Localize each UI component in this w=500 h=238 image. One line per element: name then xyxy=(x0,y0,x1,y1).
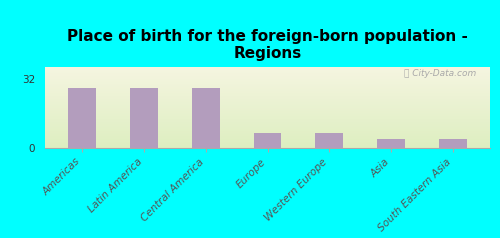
Bar xyxy=(45,102,490,103)
Bar xyxy=(45,106,490,107)
Bar xyxy=(45,109,490,110)
Bar xyxy=(45,113,490,114)
Bar xyxy=(45,91,490,92)
Bar xyxy=(45,95,490,96)
Bar xyxy=(45,107,490,108)
Bar xyxy=(45,81,490,82)
Title: Place of birth for the foreign-born population -
Regions: Place of birth for the foreign-born popu… xyxy=(67,29,468,61)
Bar xyxy=(45,76,490,77)
Bar xyxy=(45,108,490,109)
Bar xyxy=(45,129,490,130)
Bar xyxy=(45,98,490,99)
Bar xyxy=(45,110,490,111)
Bar xyxy=(45,99,490,100)
Bar xyxy=(45,146,490,147)
Bar xyxy=(45,147,490,148)
Bar xyxy=(45,142,490,143)
Bar xyxy=(45,96,490,97)
Bar xyxy=(45,70,490,71)
Bar xyxy=(45,123,490,124)
Bar xyxy=(45,67,490,68)
Bar xyxy=(45,78,490,79)
Bar xyxy=(45,89,490,90)
Bar xyxy=(45,132,490,133)
Bar xyxy=(130,88,158,148)
Bar xyxy=(45,86,490,87)
Bar xyxy=(45,121,490,122)
Bar xyxy=(45,126,490,127)
Bar xyxy=(45,84,490,85)
Bar xyxy=(45,119,490,120)
Bar xyxy=(45,97,490,98)
Bar xyxy=(45,77,490,78)
Bar xyxy=(45,71,490,72)
Bar xyxy=(45,90,490,91)
Bar xyxy=(45,100,490,101)
Bar xyxy=(45,128,490,129)
Bar xyxy=(45,143,490,144)
Bar xyxy=(254,133,281,148)
Bar xyxy=(45,72,490,73)
Bar xyxy=(45,74,490,75)
Bar xyxy=(45,92,490,93)
Bar xyxy=(45,131,490,132)
Bar xyxy=(45,101,490,102)
Bar xyxy=(68,88,96,148)
Bar xyxy=(45,118,490,119)
Bar xyxy=(45,125,490,126)
Bar xyxy=(45,103,490,104)
Bar xyxy=(45,140,490,141)
Bar xyxy=(45,145,490,146)
Bar xyxy=(45,82,490,83)
Bar xyxy=(45,115,490,116)
Text: ⓒ City-Data.com: ⓒ City-Data.com xyxy=(404,69,476,78)
Bar xyxy=(45,93,490,94)
Bar xyxy=(45,114,490,115)
Bar xyxy=(45,127,490,128)
Bar xyxy=(45,88,490,89)
Bar xyxy=(45,124,490,125)
Bar xyxy=(45,85,490,86)
Bar xyxy=(45,69,490,70)
Bar xyxy=(45,130,490,131)
Bar xyxy=(45,117,490,118)
Bar xyxy=(45,87,490,88)
Bar xyxy=(439,139,467,148)
Bar xyxy=(45,133,490,134)
Bar xyxy=(45,136,490,137)
Bar xyxy=(192,88,220,148)
Bar xyxy=(45,105,490,106)
Bar xyxy=(45,138,490,139)
Bar xyxy=(45,116,490,117)
Bar xyxy=(45,111,490,112)
Bar xyxy=(45,135,490,136)
Bar xyxy=(45,83,490,84)
Bar xyxy=(45,68,490,69)
Bar xyxy=(45,73,490,74)
Bar xyxy=(45,141,490,142)
Bar xyxy=(45,122,490,123)
Bar xyxy=(45,137,490,138)
Bar xyxy=(45,144,490,145)
Bar xyxy=(45,134,490,135)
Bar xyxy=(45,94,490,95)
Bar xyxy=(45,112,490,113)
Bar xyxy=(45,120,490,121)
Bar xyxy=(45,79,490,80)
Bar xyxy=(45,104,490,105)
Bar xyxy=(316,133,343,148)
Bar xyxy=(45,139,490,140)
Bar xyxy=(45,75,490,76)
Bar xyxy=(45,80,490,81)
Bar xyxy=(377,139,405,148)
